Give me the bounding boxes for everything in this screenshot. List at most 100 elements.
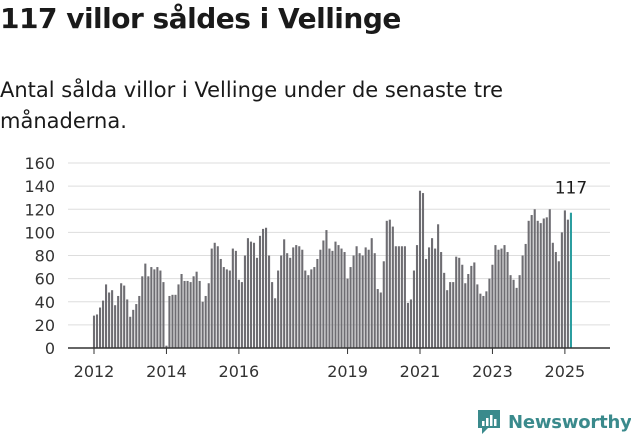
- bar: [440, 252, 443, 348]
- bar: [536, 220, 539, 348]
- bar: [403, 246, 406, 348]
- bar: [165, 345, 168, 348]
- bar: [274, 298, 277, 348]
- bar: [524, 243, 527, 348]
- bar: [198, 280, 201, 348]
- bar: [162, 282, 165, 348]
- x-tick-label: 2016: [219, 362, 260, 381]
- bar: [500, 248, 503, 348]
- bar: [295, 245, 298, 348]
- bar: [461, 264, 464, 348]
- bar: [207, 283, 210, 348]
- y-axis-labels: 0 20 40 60 80 100 120 140 160: [24, 154, 55, 358]
- bar: [240, 282, 243, 348]
- bar: [126, 299, 129, 348]
- bar: [434, 248, 437, 348]
- bar: [123, 285, 126, 348]
- chart-subtitle: Antal sålda villor i Vellinge under de s…: [0, 78, 504, 133]
- bar: [506, 252, 509, 348]
- bar: [234, 250, 237, 348]
- bar: [292, 247, 295, 348]
- bar: [406, 302, 409, 348]
- bar: [95, 314, 99, 348]
- bar: [455, 256, 458, 348]
- bar: [346, 278, 349, 348]
- bar: [319, 249, 322, 348]
- bar: [385, 220, 388, 348]
- x-tick-label: 2014: [146, 362, 187, 381]
- bar: [177, 284, 180, 348]
- chart-title: 117 villor såldes i Vellinge: [0, 2, 401, 35]
- bar: [530, 215, 533, 348]
- bar: [443, 272, 446, 348]
- bar: [491, 264, 494, 348]
- bar: [331, 250, 334, 348]
- bar: [494, 245, 497, 348]
- bar: [361, 255, 364, 348]
- bar: [566, 219, 569, 348]
- bar: [277, 270, 280, 348]
- bar: [473, 262, 476, 348]
- y-tick-label: 20: [35, 316, 55, 335]
- x-tick-label: 2012: [74, 362, 115, 381]
- bar: [554, 252, 557, 348]
- bar: [252, 242, 256, 348]
- bar: [304, 270, 307, 348]
- bar: [204, 295, 207, 348]
- bar: [425, 258, 428, 348]
- bar: [222, 267, 225, 348]
- bar: [512, 279, 515, 348]
- bar: [189, 282, 192, 348]
- y-tick-label: 40: [35, 293, 55, 312]
- bars: [92, 190, 572, 348]
- x-tick-label: 2023: [472, 362, 513, 381]
- x-tick-label: 2019: [327, 362, 368, 381]
- bar: [521, 255, 524, 348]
- bar: [340, 248, 343, 348]
- bar: [168, 295, 171, 348]
- y-tick-label: 140: [24, 177, 55, 196]
- bar: [186, 280, 189, 348]
- bar: [262, 228, 265, 348]
- bar: [153, 269, 156, 348]
- bar: [322, 240, 325, 348]
- bar: [569, 212, 572, 348]
- bar: [449, 282, 452, 348]
- bar: [418, 190, 422, 348]
- y-tick-label: 60: [35, 270, 55, 289]
- bar: [316, 258, 319, 348]
- bar: [114, 305, 117, 348]
- bar: [355, 246, 358, 348]
- bar: [243, 255, 246, 348]
- bar: [388, 219, 391, 348]
- bar: [497, 249, 500, 348]
- bar: [458, 257, 461, 348]
- bar: [210, 248, 213, 348]
- bar: [349, 267, 352, 348]
- y-tick-label: 80: [35, 247, 55, 266]
- bar: [367, 249, 370, 348]
- bar: [551, 242, 554, 348]
- bar: [337, 245, 340, 348]
- bar: [286, 253, 289, 348]
- bar: [249, 241, 252, 348]
- x-tick-label: 2025: [545, 362, 586, 381]
- bar: [476, 284, 479, 348]
- bar: [201, 301, 204, 348]
- bar: [108, 292, 111, 348]
- bar: [225, 269, 228, 348]
- bar: [280, 255, 283, 348]
- y-tick-label: 100: [24, 223, 55, 242]
- bar: [412, 270, 415, 348]
- bar: [518, 275, 521, 348]
- bar: [533, 209, 536, 348]
- bar: [111, 290, 114, 348]
- bar: [379, 292, 382, 348]
- bar: [509, 275, 512, 348]
- newsworthy-brand[interactable]: Newsworthy: [476, 408, 631, 436]
- bar: [156, 267, 159, 348]
- bar: [431, 238, 434, 348]
- bar: [129, 316, 132, 348]
- bar: [334, 241, 337, 348]
